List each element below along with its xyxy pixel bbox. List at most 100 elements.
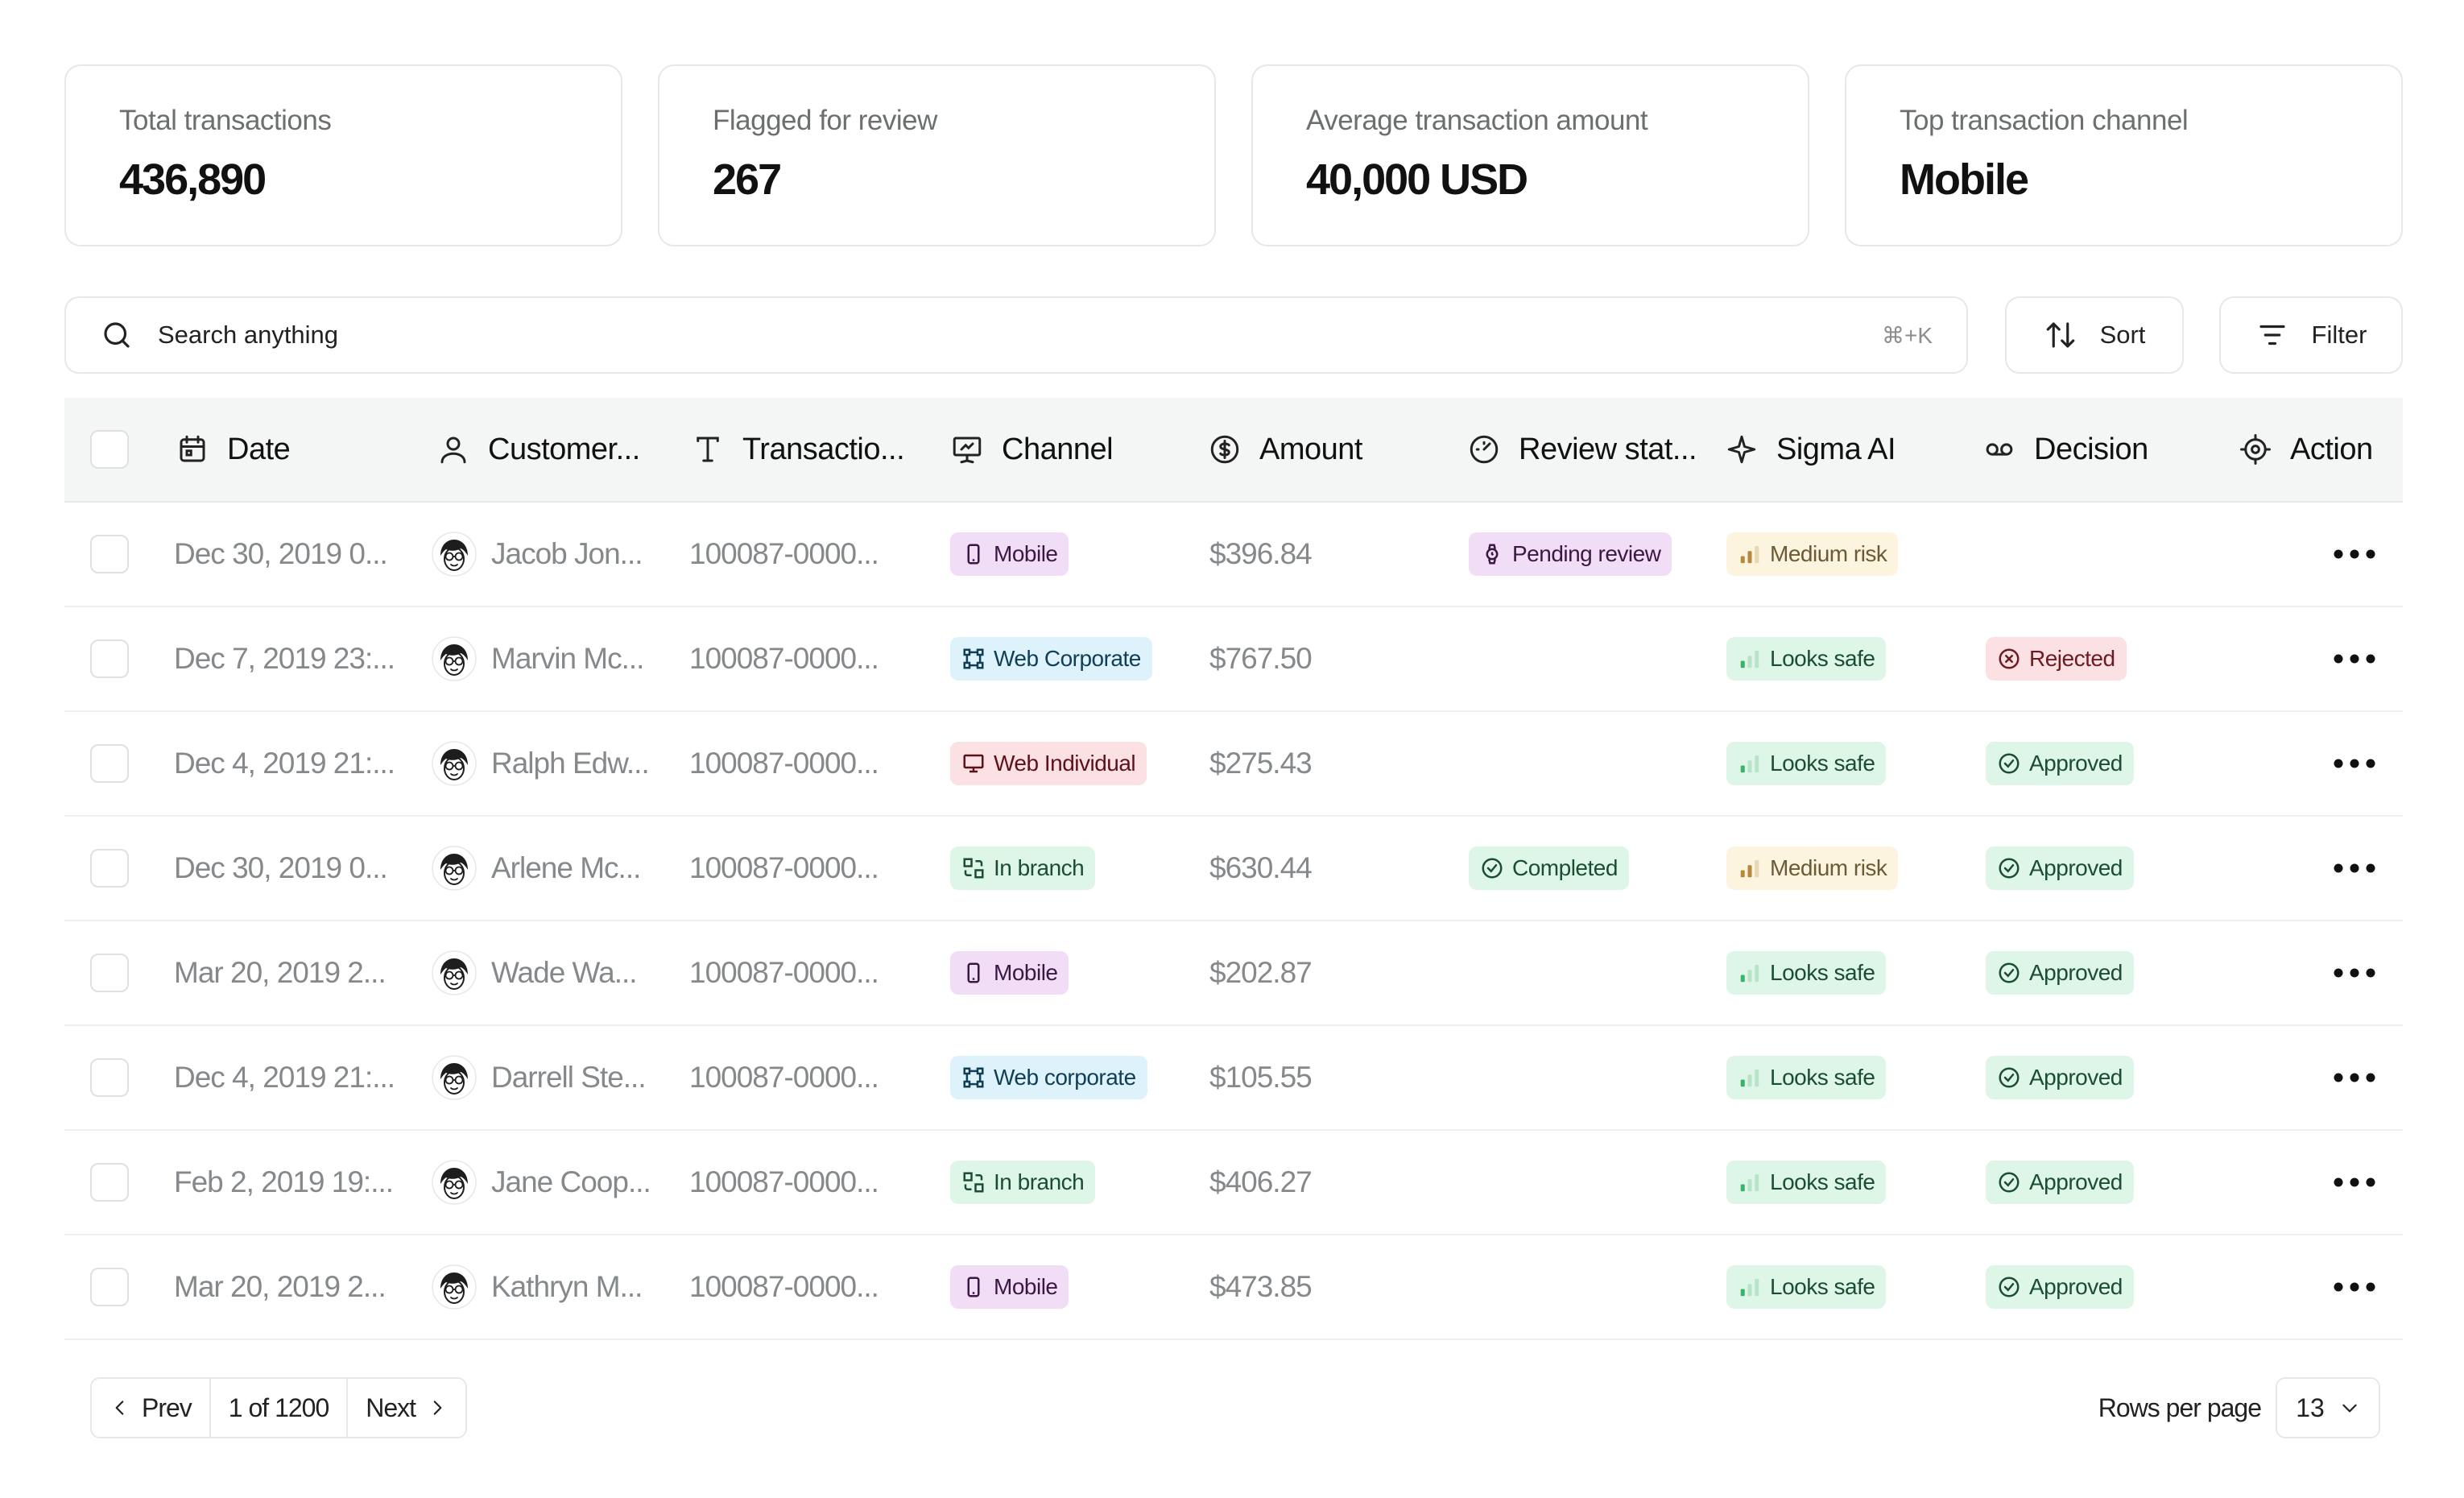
row-actions-button[interactable]: [2332, 1235, 2377, 1339]
check-circle-icon: [1997, 751, 2021, 776]
table-row[interactable]: Dec 4, 2019 21:... Darrell Ste... 100087-0…: [64, 1026, 2403, 1131]
row-checkbox[interactable]: [90, 849, 129, 888]
customer-cell[interactable]: Ralph Edw...: [432, 712, 650, 815]
row-checkbox[interactable]: [90, 535, 129, 573]
sigma-ai-cell: Looks safe: [1726, 712, 1887, 815]
customer-cell[interactable]: Jacob Jon...: [432, 503, 643, 606]
stat-value: 267: [713, 155, 782, 204]
sort-button[interactable]: Sort: [2005, 296, 2184, 374]
row-checkbox[interactable]: [90, 1268, 129, 1306]
check-circle-icon: [1997, 856, 2021, 880]
stat-label: Total transactions: [119, 105, 332, 136]
column-action[interactable]: Action: [2239, 398, 2373, 501]
table-row[interactable]: Dec 4, 2019 21:... Ralph Edw... 100087-000…: [64, 712, 2403, 817]
column-decision[interactable]: Decision: [1982, 398, 2148, 501]
date-cell: Dec 7, 2019 23:...: [174, 642, 395, 675]
row-actions-button[interactable]: [2332, 712, 2377, 815]
table-row[interactable]: Mar 20, 2019 2... Wade Wa... 100087-0000..…: [64, 921, 2403, 1026]
column-date[interactable]: Date: [176, 398, 291, 501]
row-checkbox[interactable]: [90, 954, 129, 992]
risk-label: Looks safe: [1770, 1169, 1875, 1194]
filter-button[interactable]: Filter: [2219, 296, 2403, 374]
column-sigma-ai[interactable]: Sigma AI: [1725, 398, 1896, 501]
channel-label: In branch: [994, 855, 1085, 880]
table-row[interactable]: Feb 2, 2019 19:... Jane Coop... 100087-000…: [64, 1131, 2403, 1235]
check-circle-icon: [1997, 1066, 2021, 1090]
table-row[interactable]: Dec 30, 2019 0... Arlene Mc... 100087-0000…: [64, 817, 2403, 921]
customer-cell[interactable]: Kathryn M...: [432, 1235, 643, 1339]
chevron-down-icon: [2342, 1404, 2357, 1413]
row-checkbox[interactable]: [90, 1058, 129, 1097]
row-select-cell: [90, 817, 129, 920]
decision-label: Rejected: [2029, 646, 2115, 671]
more-icon: [2334, 549, 2375, 559]
column-amount[interactable]: Amount: [1208, 398, 1362, 501]
avatar: [432, 741, 477, 786]
calendar-icon: [180, 435, 205, 462]
prev-label: Prev: [142, 1392, 192, 1422]
table-row[interactable]: Mar 20, 2019 2... Kathryn M... 100087-0000…: [64, 1235, 2403, 1340]
row-checkbox[interactable]: [90, 1163, 129, 1202]
row-actions-button[interactable]: [2332, 817, 2377, 920]
channel-badge: In branch: [950, 1161, 1096, 1204]
more-icon: [2334, 1177, 2375, 1187]
prev-page-button[interactable]: Prev: [92, 1379, 209, 1437]
amount-cell: $630.44: [1209, 851, 1313, 884]
row-checkbox[interactable]: [90, 639, 129, 678]
signal-bars-icon: [1738, 961, 1762, 985]
decision-cell: Approved: [1986, 817, 2134, 920]
network-icon: [961, 647, 986, 671]
risk-label: Looks safe: [1770, 751, 1875, 776]
decision-badge: Approved: [1986, 846, 2134, 890]
column-label: Decision: [2034, 432, 2148, 466]
row-select-cell: [90, 1235, 129, 1339]
row-actions-button[interactable]: [2332, 1131, 2377, 1234]
channel-label: Web Corporate: [994, 646, 1141, 671]
customer-cell[interactable]: Darrell Ste...: [432, 1026, 647, 1129]
decision-badge: Approved: [1986, 1161, 2134, 1204]
check-circle-icon: [1997, 961, 2021, 985]
table-header: Date Customer... Transactio... Channel A…: [64, 398, 2403, 503]
customer-cell[interactable]: Arlene Mc...: [432, 817, 641, 920]
channel-badge: Web Corporate: [950, 637, 1152, 681]
more-icon: [2334, 1073, 2375, 1082]
review-status-cell: Pending review: [1469, 503, 1672, 606]
select-all-checkbox[interactable]: [90, 430, 129, 469]
column-customer[interactable]: Customer...: [436, 398, 640, 501]
column-review-status[interactable]: Review stat...: [1467, 398, 1697, 501]
rows-per-page-select[interactable]: 13: [2276, 1377, 2380, 1438]
column-transaction[interactable]: Transactio...: [691, 398, 905, 501]
row-actions-button[interactable]: [2332, 1026, 2377, 1129]
row-checkbox[interactable]: [90, 744, 129, 783]
search-input[interactable]: [158, 321, 1882, 350]
search-bar[interactable]: ⌘+K: [64, 296, 1968, 374]
date-cell: Mar 20, 2019 2...: [174, 956, 387, 989]
more-icon: [2334, 759, 2375, 768]
avatar: [432, 1055, 477, 1100]
channel-badge: Web Individual: [950, 742, 1147, 785]
transaction-id-cell: 100087-0000...: [689, 747, 879, 780]
row-actions-button[interactable]: [2332, 503, 2377, 606]
stat-label: Flagged for review: [713, 105, 937, 136]
customer-cell[interactable]: Marvin Mc...: [432, 607, 644, 710]
channel-label: Mobile: [994, 1274, 1058, 1299]
table-row[interactable]: Dec 7, 2019 23:... Marvin Mc... 100087-000…: [64, 607, 2403, 712]
table-row[interactable]: Dec 30, 2019 0... Jacob Jon... 100087-0000…: [64, 503, 2403, 607]
row-actions-button[interactable]: [2332, 607, 2377, 710]
column-channel[interactable]: Channel: [950, 398, 1114, 501]
customer-name: Darrell Ste...: [491, 1061, 647, 1094]
decision-badge: Approved: [1986, 742, 2134, 785]
channel-cell: Web Corporate: [950, 607, 1152, 710]
decision-cell: Rejected: [1986, 607, 2127, 710]
more-icon: [2334, 863, 2375, 873]
amount-cell: $202.87: [1209, 956, 1313, 989]
row-actions-button[interactable]: [2332, 921, 2377, 1024]
next-page-button[interactable]: Next: [346, 1379, 465, 1437]
date-cell: Dec 4, 2019 21:...: [174, 747, 395, 780]
pagination: Prev 1 of 1200 Next: [90, 1377, 468, 1438]
date-cell: Mar 20, 2019 2...: [174, 1270, 387, 1303]
amount-cell: $473.85: [1209, 1270, 1313, 1303]
customer-cell[interactable]: Jane Coop...: [432, 1131, 651, 1234]
customer-cell[interactable]: Wade Wa...: [432, 921, 638, 1024]
row-select-cell: [90, 1131, 129, 1234]
